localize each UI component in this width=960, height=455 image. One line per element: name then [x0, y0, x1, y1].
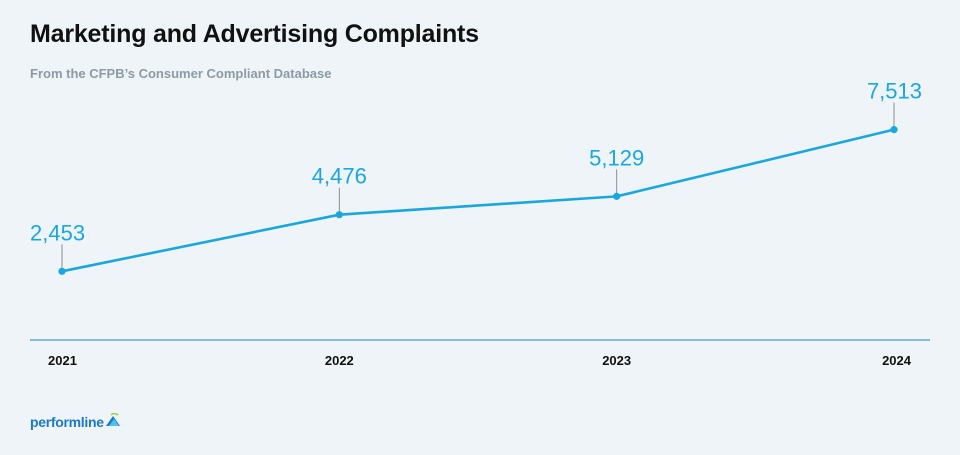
performline-logo-mark-icon [105, 413, 120, 426]
x-tick-label: 2021 [48, 353, 77, 368]
data-point [613, 192, 621, 200]
data-label: 5,129 [589, 145, 644, 170]
chart-title: Marketing and Advertising Complaints [30, 20, 479, 48]
x-tick-label: 2024 [882, 353, 912, 368]
data-point [335, 211, 343, 219]
data-label: 2,453 [30, 220, 85, 245]
logo-wordmark: performline [30, 414, 104, 430]
performline-logo: performline [30, 413, 121, 430]
chart-subtitle: From the CFPB’s Consumer Compliant Datab… [30, 66, 332, 81]
x-tick-label: 2023 [602, 353, 631, 368]
data-point [890, 126, 898, 134]
series-line [60, 128, 896, 273]
data-point [58, 267, 66, 275]
data-label: 7,513 [867, 79, 922, 104]
data-label: 4,476 [312, 164, 367, 189]
x-tick-label: 2022 [325, 353, 354, 368]
